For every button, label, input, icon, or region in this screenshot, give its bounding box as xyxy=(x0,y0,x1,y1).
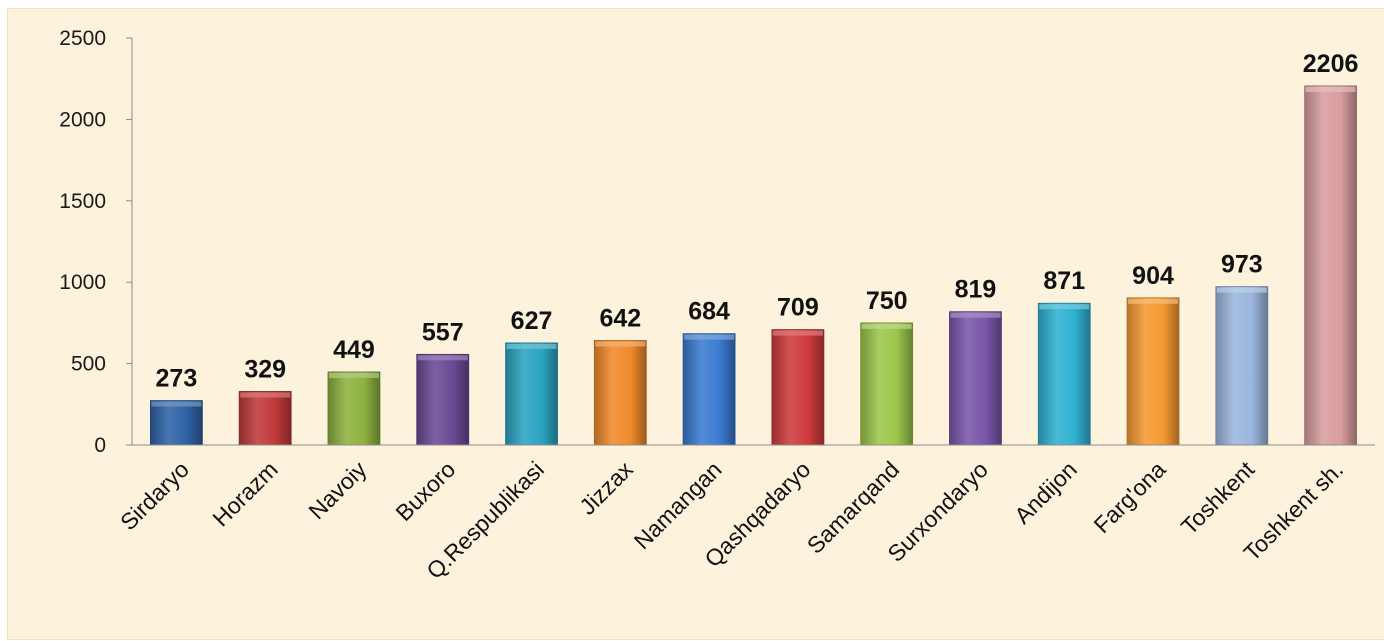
data-label: 2206 xyxy=(1303,50,1359,78)
x-category-label: Navoiy xyxy=(303,456,371,524)
y-tick-label: 2500 xyxy=(59,27,106,50)
y-tick-label: 1500 xyxy=(59,190,106,213)
data-label: 627 xyxy=(511,307,553,335)
bar-highlight xyxy=(684,334,735,340)
y-axis: 0 500 1000 1500 2000 2500 xyxy=(59,27,133,457)
bar-highlight xyxy=(1039,304,1090,310)
data-label: 750 xyxy=(866,287,908,315)
y-tick-label: 0 xyxy=(94,434,106,457)
bar-chart: 0 500 1000 1500 2000 2500 273 329 449 557 627 642 6… xyxy=(59,27,1375,584)
x-axis: Sirdaryo Horazm Navoiy BuxoroQ.Respublikasi… xyxy=(115,444,1375,584)
bar-highlight xyxy=(1305,86,1356,92)
x-category-label: Farg'ona xyxy=(1089,456,1171,538)
data-label: 709 xyxy=(777,294,819,322)
bar-farg-ona xyxy=(1126,297,1180,446)
bars xyxy=(149,85,1358,446)
bar-qashqadaryo xyxy=(771,329,825,446)
bar-highlight xyxy=(240,392,291,398)
bar-highlight xyxy=(417,355,468,361)
bar-toshkent-sh- xyxy=(1304,85,1358,446)
x-category-label: Sirdaryo xyxy=(115,456,194,535)
y-tick-label: 1000 xyxy=(59,271,106,294)
data-label: 684 xyxy=(688,298,730,326)
bar-highlight xyxy=(328,372,379,378)
x-category-label: Andijon xyxy=(1009,456,1082,529)
bar-navoiy xyxy=(327,371,381,446)
x-category-label: Jizzax xyxy=(574,456,638,520)
data-label: 904 xyxy=(1132,262,1174,290)
bar-highlight xyxy=(506,343,557,349)
data-label: 273 xyxy=(156,365,198,393)
data-label: 449 xyxy=(333,336,375,364)
x-category-label: Toshkent xyxy=(1176,456,1260,540)
bar-sirdaryo xyxy=(149,400,203,446)
y-tick-label: 2000 xyxy=(59,108,106,131)
data-label: 642 xyxy=(599,304,641,332)
x-category-label: Buxoro xyxy=(390,456,460,526)
bar-samarqand xyxy=(860,322,914,446)
bar-horazm xyxy=(238,391,292,446)
bar-toshkent xyxy=(1215,286,1269,446)
x-category-label: Namangan xyxy=(629,456,727,554)
data-labels: 273 329 449 557 627 642 684 709 750 819 871 904 973 2… xyxy=(156,50,1359,393)
bar-highlight xyxy=(861,323,912,329)
bar-highlight xyxy=(1216,287,1267,293)
bar-namangan xyxy=(682,333,736,446)
bar-highlight xyxy=(1128,298,1179,304)
bar-highlight xyxy=(595,341,646,347)
data-label: 973 xyxy=(1221,251,1263,279)
y-tick-label: 500 xyxy=(71,353,106,376)
data-label: 557 xyxy=(422,318,464,346)
x-category-label: Horazm xyxy=(207,456,282,531)
bar-jizzax xyxy=(593,340,647,446)
bar-buxoro xyxy=(416,353,470,446)
bar-q-respublikasi xyxy=(505,342,558,446)
bar-highlight xyxy=(950,312,1001,318)
bar-surxondaryo xyxy=(949,311,1002,446)
data-label: 819 xyxy=(955,276,997,304)
chart-area: 0 500 1000 1500 2000 2500 273 329 449 557 627 642 6… xyxy=(7,8,1384,640)
data-label: 329 xyxy=(244,355,286,383)
bar-highlight xyxy=(772,330,823,336)
data-label: 871 xyxy=(1043,267,1085,295)
bar-highlight xyxy=(151,401,202,407)
bar-andijon xyxy=(1037,302,1091,446)
